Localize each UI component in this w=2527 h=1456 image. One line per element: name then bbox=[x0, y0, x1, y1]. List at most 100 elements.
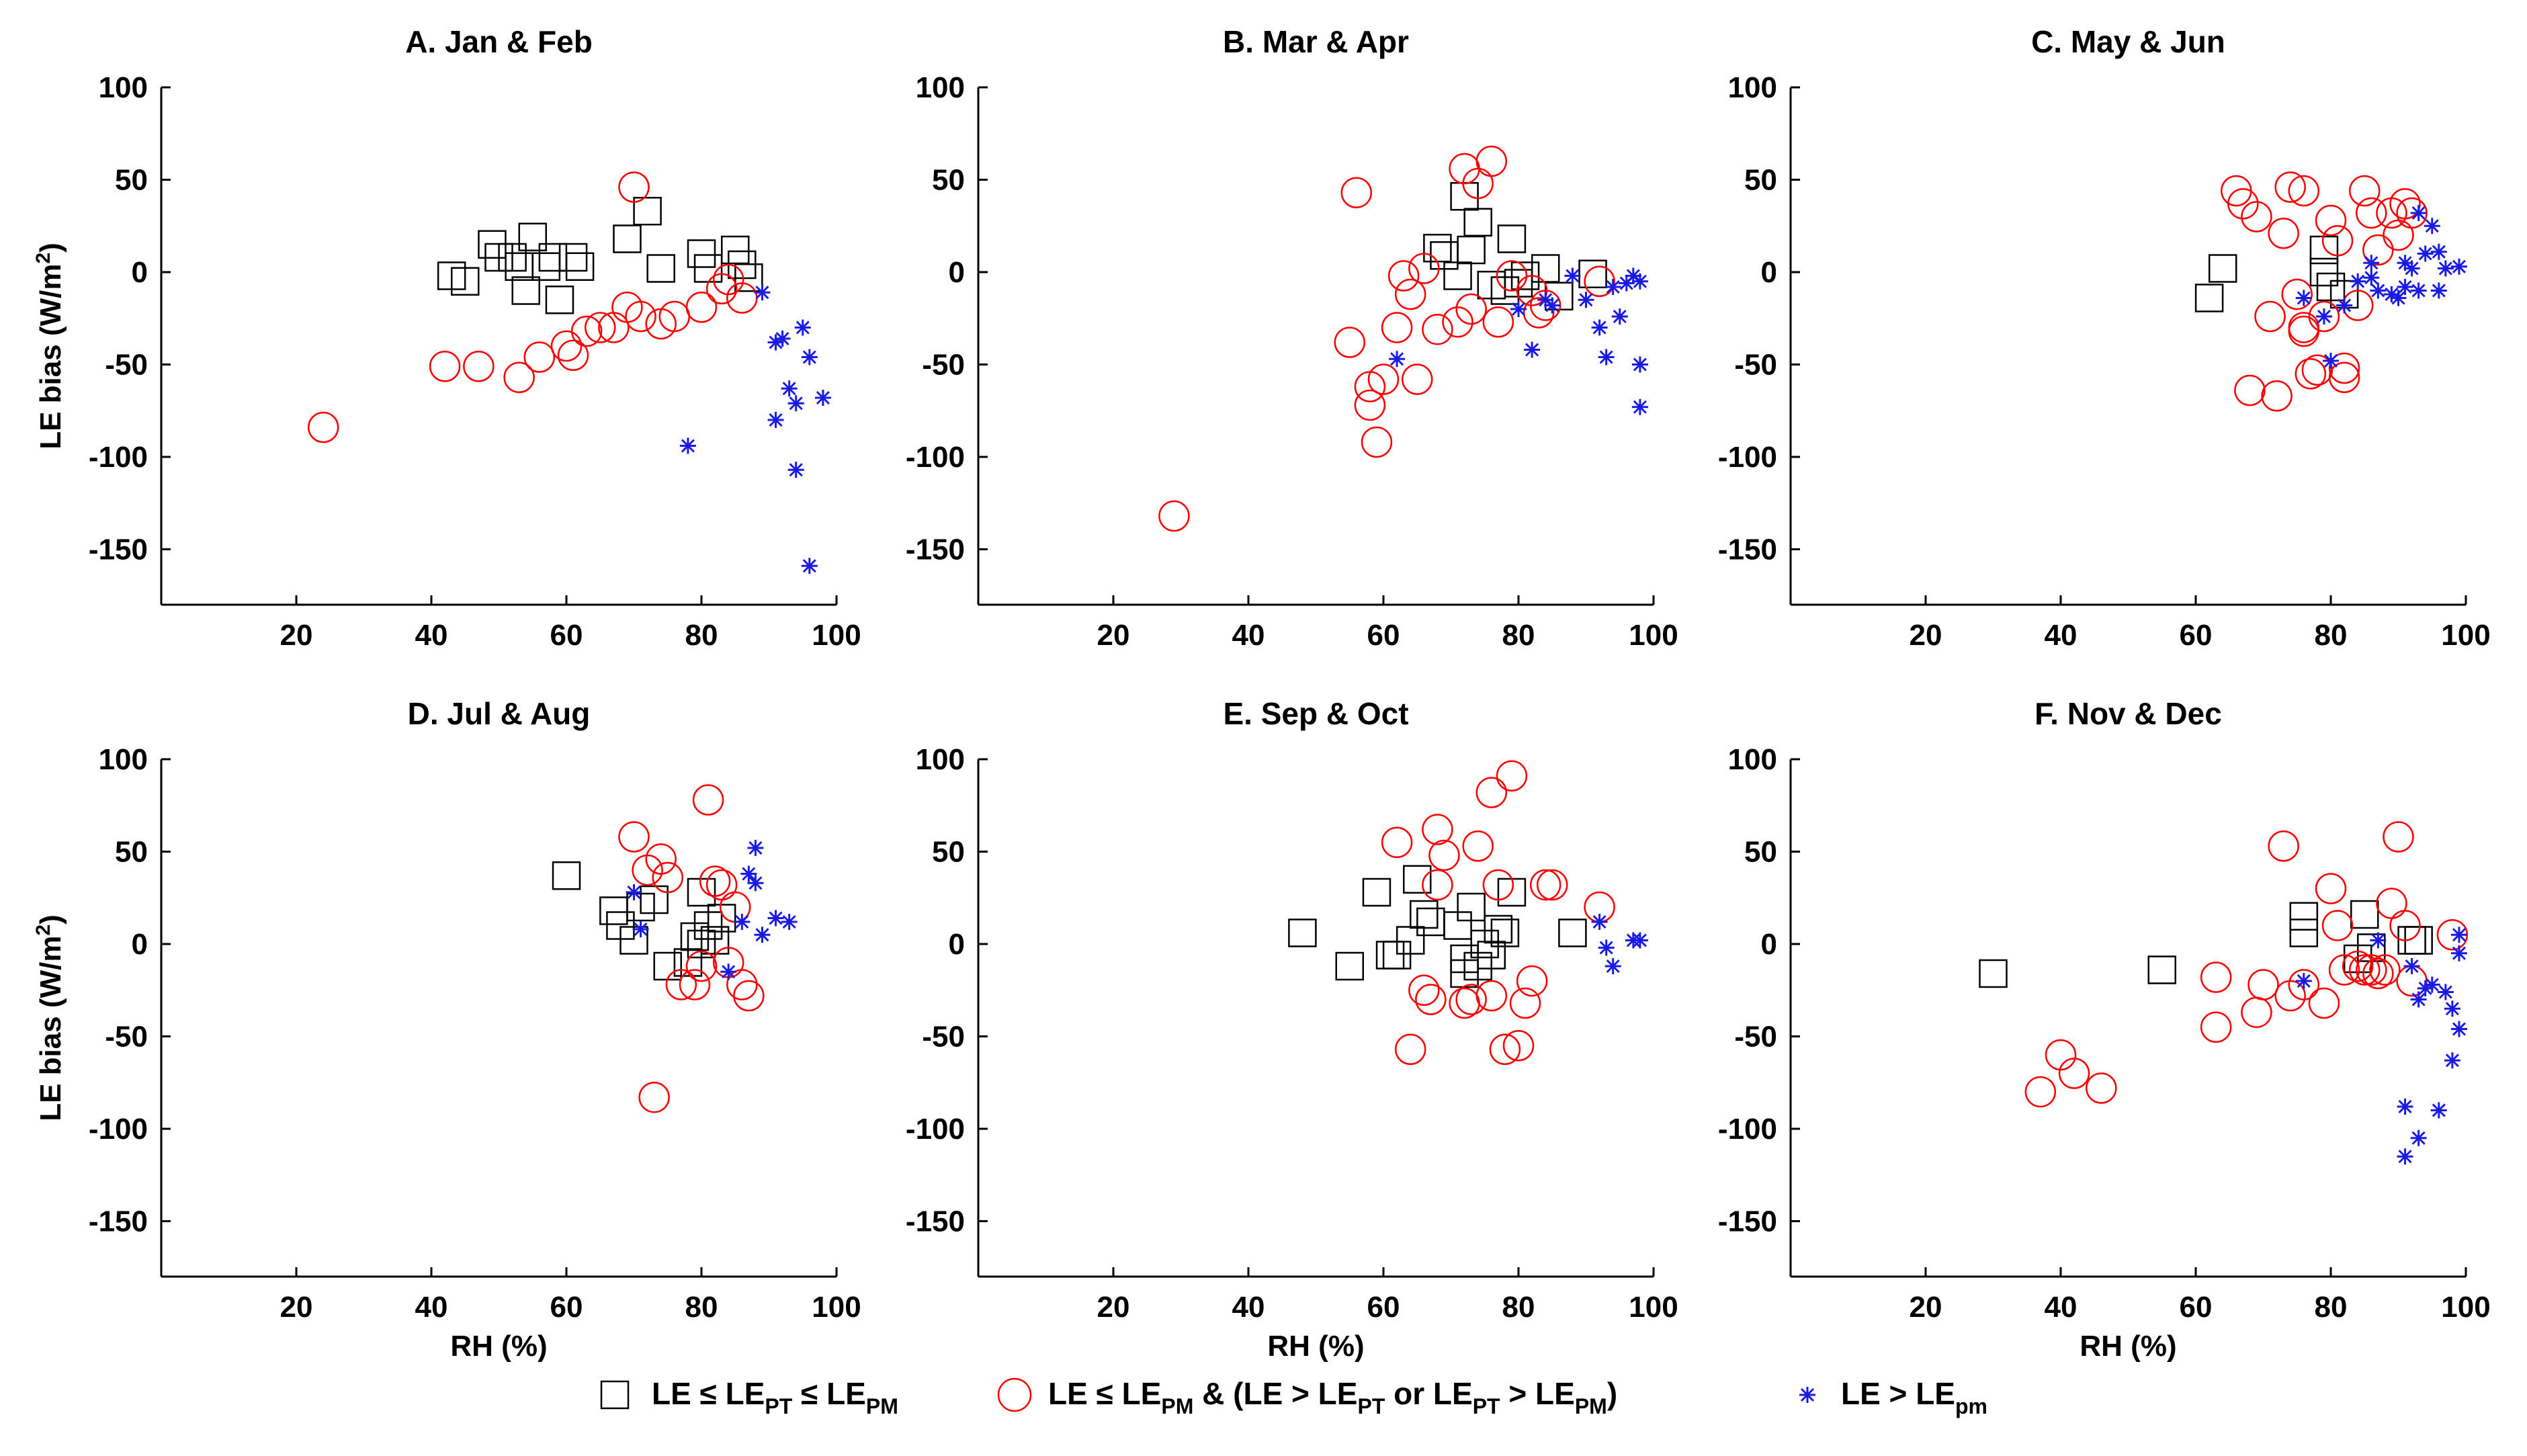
asterisk-point bbox=[2336, 297, 2353, 314]
circle-point bbox=[2315, 873, 2347, 904]
circle-point bbox=[699, 865, 731, 897]
circle-point bbox=[1387, 260, 1420, 292]
x-tick-label: 80 bbox=[2315, 619, 2348, 652]
y-tick-label: -150 bbox=[89, 1205, 148, 1238]
y-tick-label: 50 bbox=[932, 836, 965, 869]
circle-point bbox=[705, 273, 738, 304]
circle-point bbox=[618, 821, 650, 853]
asterisk-stroke bbox=[627, 885, 641, 900]
circle-point bbox=[1422, 814, 1453, 845]
square-point bbox=[545, 286, 574, 314]
circle-point bbox=[2349, 175, 2381, 207]
square-point bbox=[505, 252, 533, 281]
y-tick-label: -150 bbox=[906, 1205, 965, 1238]
circle-point bbox=[1415, 984, 1447, 1015]
square-point bbox=[518, 222, 547, 251]
y-tick-label: -150 bbox=[906, 533, 965, 566]
asterisk-point bbox=[2410, 205, 2427, 221]
square-point bbox=[700, 926, 730, 955]
circle-point bbox=[2389, 910, 2421, 941]
circle-point bbox=[1394, 278, 1426, 310]
square-point bbox=[538, 243, 568, 272]
y-tick-label: 0 bbox=[1761, 928, 1777, 961]
y-tick-label: 50 bbox=[1744, 164, 1777, 197]
circle-point bbox=[2268, 830, 2299, 862]
asterisk-stroke bbox=[1606, 959, 1620, 974]
asterisk-point bbox=[1631, 932, 1648, 949]
asterisk-point bbox=[632, 921, 649, 937]
x-tick-label: 40 bbox=[1232, 1291, 1265, 1324]
circle-point bbox=[1158, 500, 1190, 532]
asterisk-point bbox=[2370, 282, 2387, 299]
asterisk-stroke bbox=[1633, 274, 1647, 288]
square-point bbox=[1497, 224, 1527, 253]
y-tick-label: 0 bbox=[1761, 256, 1777, 289]
y-tick-label: -100 bbox=[1718, 1113, 1777, 1146]
asterisk-point bbox=[1578, 292, 1594, 308]
panel-c: C. May & Jun 100 50 0 -50 -100 -150 20 40 60 80 100 bbox=[1718, 24, 2491, 652]
circle-point bbox=[2281, 278, 2313, 310]
asterisk-point bbox=[787, 395, 804, 412]
y-tick-label: -50 bbox=[1734, 1021, 1777, 1054]
circle-point bbox=[726, 969, 758, 1000]
y-tick-label: -100 bbox=[1718, 441, 1777, 474]
asterisk-stroke bbox=[816, 390, 830, 405]
series-circle bbox=[1158, 145, 1615, 532]
asterisk-stroke bbox=[1599, 941, 1613, 955]
x-tick-label: 80 bbox=[685, 619, 718, 652]
circle-point bbox=[1496, 260, 1528, 292]
asterisk-stroke bbox=[1539, 293, 1553, 307]
asterisk-stroke bbox=[2411, 206, 2426, 220]
circle-point bbox=[1381, 312, 1413, 343]
x-tick-label: 60 bbox=[1367, 1291, 1400, 1324]
square-point bbox=[1423, 234, 1452, 263]
x-tick-label: 20 bbox=[280, 1291, 313, 1324]
asterisk-point bbox=[2323, 353, 2339, 369]
circle-point bbox=[652, 861, 683, 894]
asterisk-stroke bbox=[2411, 992, 2426, 1007]
asterisk-point bbox=[801, 558, 818, 574]
circle-point bbox=[2058, 1058, 2090, 1089]
asterisk-stroke bbox=[2351, 274, 2365, 288]
series-asterisk bbox=[2295, 205, 2467, 369]
square-point bbox=[451, 267, 480, 296]
circle-point bbox=[2383, 219, 2414, 251]
x-tick-label: 20 bbox=[280, 619, 313, 652]
asterisk-point bbox=[1604, 958, 1621, 974]
asterisk-stroke bbox=[2438, 261, 2452, 275]
y-tick-label: 100 bbox=[99, 743, 148, 776]
circle-point bbox=[585, 312, 616, 343]
asterisk-stroke bbox=[2418, 247, 2432, 261]
asterisk-stroke bbox=[782, 914, 796, 929]
x-tick-label: 80 bbox=[1502, 619, 1535, 652]
asterisk-point bbox=[2295, 973, 2312, 989]
circle-point bbox=[1442, 306, 1473, 338]
square-point bbox=[613, 224, 642, 253]
circle-point bbox=[1584, 265, 1615, 297]
x-tick-label: 80 bbox=[685, 1291, 718, 1324]
y-axis-label: LE bias (W/m2) bbox=[32, 914, 67, 1121]
asterisk-point bbox=[2315, 308, 2332, 325]
circle-point bbox=[638, 1082, 670, 1113]
square-point bbox=[1416, 907, 1445, 937]
circle-point bbox=[2234, 374, 2266, 406]
asterisk-stroke bbox=[1633, 400, 1647, 414]
asterisk-point bbox=[2450, 945, 2467, 961]
asterisk-stroke bbox=[2425, 978, 2439, 992]
asterisk-stroke bbox=[735, 914, 749, 929]
circle-point bbox=[2328, 361, 2360, 393]
asterisk-stroke bbox=[2398, 280, 2412, 294]
y-tick-label: -100 bbox=[906, 1113, 965, 1146]
asterisk-stroke bbox=[1545, 298, 1559, 312]
asterisk-stroke bbox=[722, 965, 736, 979]
asterisk-stroke bbox=[2411, 284, 2426, 298]
asterisk-point bbox=[2424, 976, 2440, 993]
asterisk-stroke bbox=[1633, 357, 1647, 372]
series-asterisk bbox=[1389, 267, 1648, 415]
series-circle bbox=[2221, 171, 2428, 412]
square-point bbox=[1531, 254, 1560, 283]
panel-title: A. Jan & Feb bbox=[405, 24, 593, 59]
series-asterisk bbox=[2295, 927, 2467, 1165]
asterisk-point bbox=[2450, 1021, 2467, 1037]
x-tick-label: 20 bbox=[1910, 1291, 1942, 1324]
